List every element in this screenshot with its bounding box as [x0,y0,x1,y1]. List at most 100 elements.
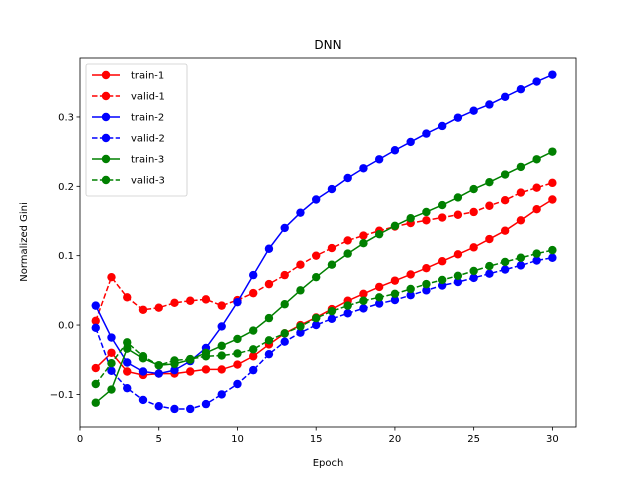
data-point [422,129,431,138]
data-point [453,113,463,122]
data-point [343,301,352,310]
data-point [217,301,226,310]
data-point [327,314,337,323]
data-point [390,146,400,155]
data-point [453,250,463,259]
data-point [249,352,258,361]
data-point [107,366,116,376]
data-point [500,226,510,235]
data-point [249,345,258,354]
data-point [500,265,510,274]
data-point [437,275,447,285]
data-point [374,293,384,302]
data-point [233,334,242,344]
data-point [548,245,557,255]
data-point [107,333,116,342]
data-point [469,184,478,194]
data-point [437,257,447,266]
legend-label-valid-3: valid-3 [131,176,165,187]
data-point [374,299,384,308]
data-point [217,341,226,351]
data-point [548,253,557,262]
y-axis: −0.1 0.0 0.1 0.2 0.3 [50,112,80,401]
data-point [264,336,274,345]
data-point [154,303,163,312]
x-tick-label: 0 [77,434,83,445]
data-point [233,379,242,389]
data-point [123,344,132,353]
data-point [296,328,305,337]
data-point [91,363,100,373]
legend: train-1 valid-1 train-2 valid-2 train-3 valid… [85,63,188,197]
data-point [359,304,368,313]
y-tick-label: 0.2 [58,182,74,193]
data-point [186,354,195,364]
x-tick-label: 10 [231,434,244,445]
plot-frame [79,57,577,428]
data-point [374,282,384,292]
data-point [500,170,510,179]
data-point [311,313,321,323]
data-point [249,270,258,280]
data-point [264,313,274,323]
data-point [343,173,352,183]
series-valid-2 [91,253,557,414]
series-valid-3 [91,245,557,389]
data-point [91,316,100,326]
data-point [233,349,242,358]
data-point [485,100,494,109]
data-point [201,295,211,304]
data-point [485,269,494,278]
data-point [311,272,321,282]
x-tick-label: 30 [546,434,559,445]
data-point [327,260,337,269]
data-point [249,365,258,375]
data-point [91,379,100,389]
data-point [343,309,352,318]
data-point [296,260,305,269]
data-point [264,244,274,253]
data-point [532,155,541,164]
data-point [327,306,337,316]
data-point [91,398,100,407]
data-point [359,164,368,173]
data-point [532,256,541,265]
data-point [186,296,195,305]
data-point [453,277,463,287]
data-point [422,279,431,289]
data-point [453,210,463,219]
data-point [437,213,447,222]
data-point [390,295,400,305]
data-point [296,208,305,217]
data-point [233,360,242,369]
data-point [548,70,557,79]
data-point [233,297,242,307]
legend-marker-train-2 [101,112,111,122]
x-tick-label: 20 [389,434,402,445]
data-point [516,162,526,172]
data-point [154,369,163,378]
data-point [532,205,541,214]
data-point [469,266,478,276]
data-point [154,361,163,370]
data-point [170,404,179,414]
legend-marker-train-1 [101,70,111,80]
data-point [422,286,431,295]
y-tick-label: 0.0 [58,321,74,332]
data-point [548,147,557,156]
data-point [123,293,132,302]
x-axis: 0 5 10 15 20 25 30 [77,427,559,445]
data-point [359,238,368,248]
y-axis-label: Normalized Gini [19,202,30,282]
data-point [469,273,478,283]
data-point [123,338,132,347]
data-point [280,337,289,346]
data-point [516,253,526,262]
data-point [123,358,132,367]
data-point [311,195,321,204]
data-point [91,301,100,310]
y-tick-label: 0.1 [58,251,74,262]
data-point [170,365,179,375]
data-point [327,243,337,253]
data-point [138,305,148,314]
